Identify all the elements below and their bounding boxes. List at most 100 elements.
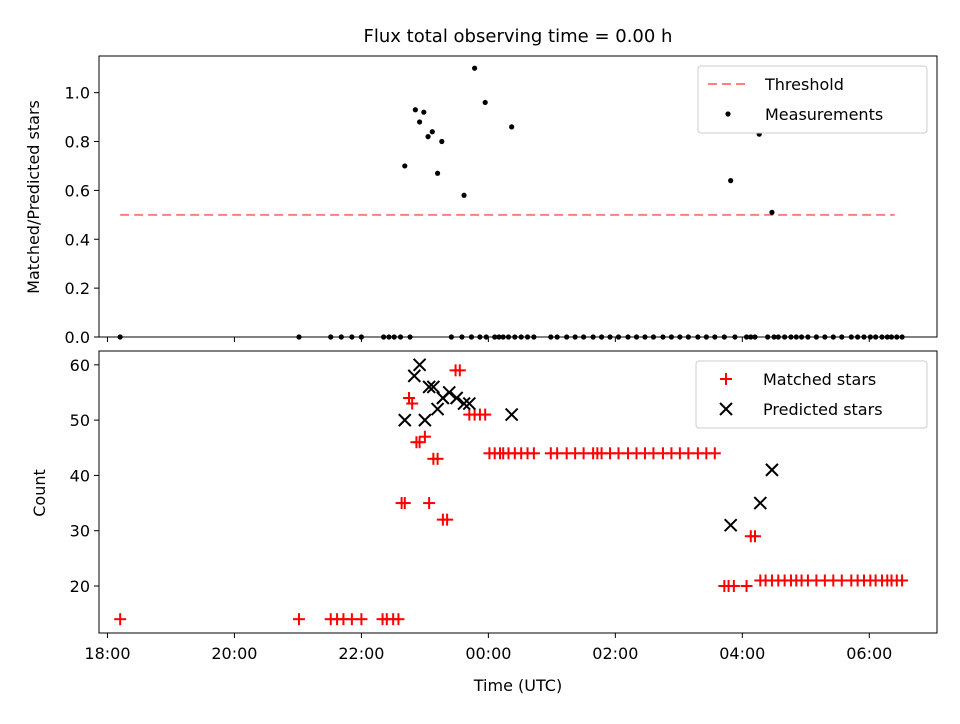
measurement-point [412,107,418,113]
measurement-point [349,334,355,340]
measurement-point [695,334,701,340]
y-tick-label: 0.0 [65,328,90,347]
measurement-point [873,334,879,340]
measurement-point [590,334,596,340]
measurement-point [788,334,794,340]
x-tick-label: 04:00 [719,644,765,663]
predicted-star-point [504,407,519,422]
measurement-point [483,334,489,340]
measurement-point [117,334,123,340]
x-tick-label: 00:00 [465,644,511,663]
bottom-y-ticks: 20 30 40 50 60 [70,356,99,596]
y-tick-label: 0.4 [65,230,90,249]
measurement-point [416,119,423,125]
measurement-points [117,65,905,340]
measurement-point [721,334,727,340]
predicted-star-point [442,385,456,400]
measurement-point [668,334,675,340]
top-y-axis-label: Matched/Predicted stars [24,100,43,294]
measurement-point [712,334,718,340]
measurement-point [554,334,560,340]
matched-star-point [423,497,436,510]
measurement-point [793,334,799,340]
y-tick-label: 60 [70,356,90,375]
measurement-point [830,334,836,340]
measurement-point [500,334,506,340]
matched-star-point [406,397,419,410]
measurement-point [512,334,518,340]
legend-threshold-label: Threshold [764,75,844,94]
measurement-point [867,334,873,340]
x-axis-label: Time (UTC) [473,676,562,695]
measurement-point [813,334,819,340]
measurement-point [732,334,738,340]
matched-star-point [479,408,492,421]
matched-star-point [527,447,540,460]
measurement-point [894,334,900,340]
bottom-legend-box [695,360,928,429]
measurement-point [564,334,570,340]
measurement-point [650,334,657,340]
top-legend-box [697,65,928,134]
predicted-star-point [430,402,445,416]
measurement-point [743,334,750,340]
measurement-point [496,334,502,340]
bottom-panel: 20 30 40 50 60 18:00 20:00 22:00 00:00 02:00 04:0… [30,350,938,695]
measurement-point [771,334,777,340]
measurement-point [685,334,691,340]
measurement-point [461,192,467,198]
measurement-point [765,334,771,340]
measurement-point [381,334,387,340]
predicted-star-point [418,413,432,427]
y-tick-label: 20 [70,577,90,596]
measurement-point [421,109,427,115]
measurement-point [328,334,334,340]
measurement-point [677,334,683,340]
top-plot-area [98,55,938,338]
legend-matched-swatch [720,373,732,385]
top-legend: Threshold Measurements [697,65,928,134]
measurement-point [775,334,781,340]
matched-star-point [114,613,127,626]
y-tick-label: 0.2 [65,279,90,298]
matched-star-point [749,530,762,543]
measurement-point [492,334,498,340]
measurement-point [429,129,435,135]
predicted-star-point [449,391,464,405]
predicted-star-points [398,358,779,532]
measurement-point [642,334,648,340]
y-tick-label: 0.6 [65,181,90,200]
measurement-point [468,334,475,340]
measurement-point [482,99,488,106]
measurement-point [448,334,454,340]
matched-star-point [431,452,444,465]
measurement-point [402,163,408,169]
measurement-point [855,334,861,340]
x-tick-label: 18:00 [84,644,130,663]
predicted-star-point [422,380,436,394]
x-tick-label: 06:00 [846,644,892,663]
top-y-ticks: 0.0 0.2 0.4 0.6 0.8 1.0 [65,84,99,347]
matched-star-point [413,436,426,449]
measurement-point [439,138,445,145]
predicted-star-point [753,496,768,510]
measurement-point [782,334,788,340]
matched-star-point [403,392,416,404]
chart-title: Flux total observing time = 0.00 h [364,26,673,47]
measurement-point [358,334,365,340]
measurement-point [879,334,885,340]
measurement-point [607,334,613,340]
measurement-point [386,334,392,340]
matched-star-points [114,364,909,626]
measurement-point [477,334,483,340]
measurement-point [548,334,554,340]
matched-star-point [708,447,721,460]
measurement-point [848,334,854,340]
bottom-legend: Matched stars Predicted stars [695,360,928,429]
x-tick-label: 02:00 [592,644,638,663]
measurement-point [407,334,413,340]
measurement-point [703,334,709,340]
y-tick-label: 1.0 [65,84,90,103]
y-tick-label: 30 [70,522,90,541]
x-tick-label: 22:00 [338,644,384,663]
